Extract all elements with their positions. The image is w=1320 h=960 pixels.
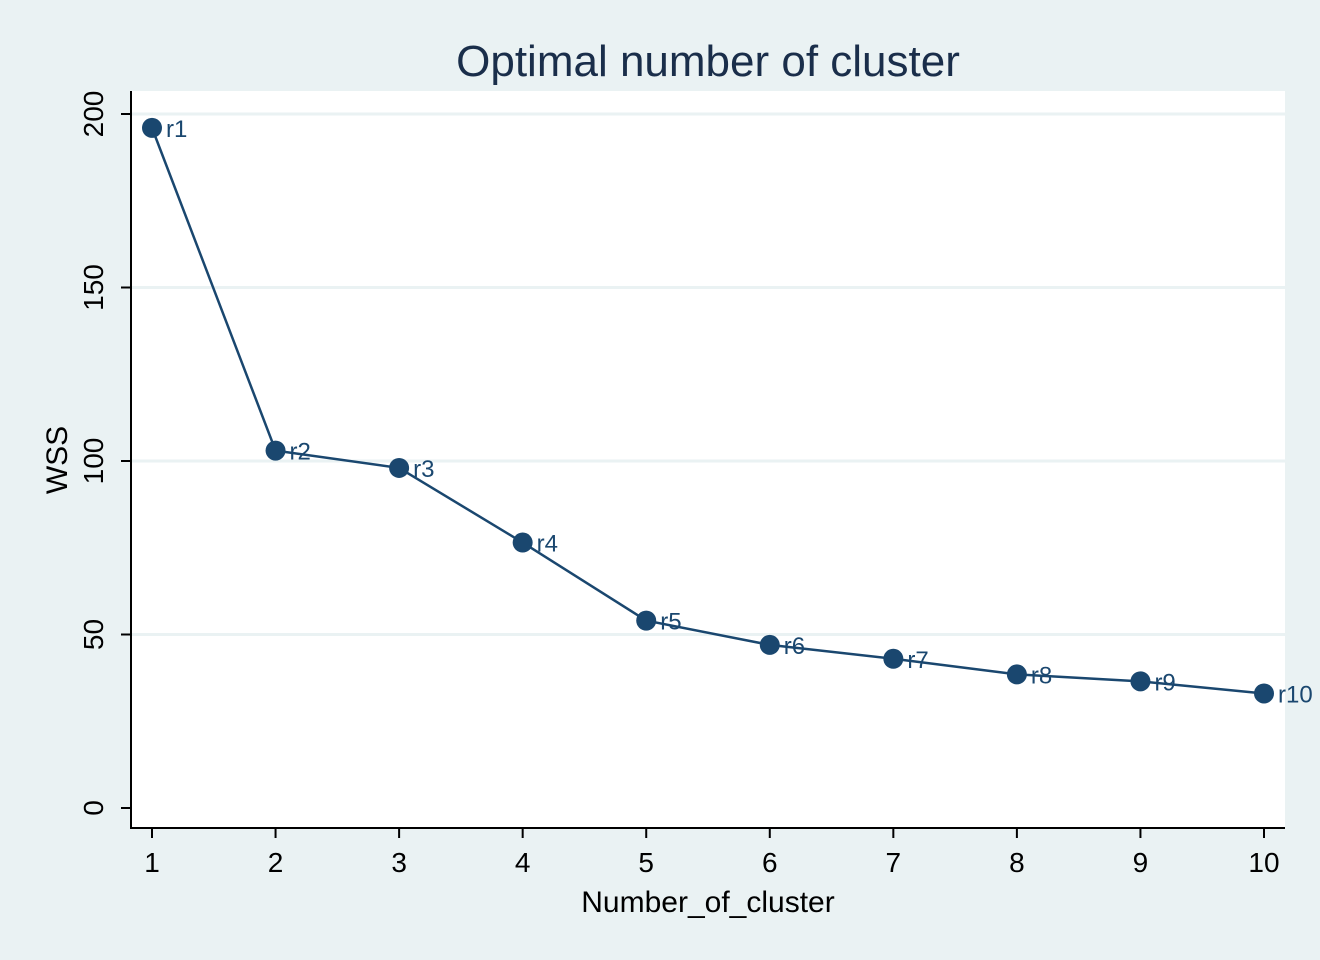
data-point-7 <box>883 648 904 669</box>
data-point-3 <box>389 457 410 478</box>
point-label-4: r4 <box>537 531 558 558</box>
y-tick-label-0: 0 <box>78 800 109 816</box>
point-label-5: r5 <box>660 609 681 636</box>
series-line-0 <box>150 127 1265 695</box>
chart-title: Optimal number of cluster <box>456 37 960 86</box>
x-tick-label-8: 9 <box>1133 847 1149 878</box>
point-label-9: r9 <box>1154 669 1175 696</box>
x-tick-label-9: 10 <box>1248 847 1279 878</box>
y-tick-label-1: 50 <box>78 619 109 650</box>
x-tick-label-7: 8 <box>1009 847 1025 878</box>
data-point-1 <box>142 117 162 138</box>
point-label-10: r10 <box>1278 681 1313 708</box>
point-label-2: r2 <box>290 439 311 466</box>
series: r1 r2 r3 r4 r5 r6 r7 r8 r9 r10 <box>142 116 1313 708</box>
data-point-6 <box>759 634 780 655</box>
x-tick-label-3: 4 <box>515 847 531 878</box>
point-label-7: r7 <box>907 647 928 674</box>
x-tick-label-4: 5 <box>638 847 654 878</box>
data-point-4 <box>512 532 533 553</box>
x-tick-label-0: 1 <box>144 847 160 878</box>
x-ticks: 1 2 3 4 5 6 7 8 9 10 <box>144 828 1280 878</box>
x-tick-label-6: 7 <box>886 847 902 878</box>
data-point-9 <box>1130 671 1151 692</box>
grid <box>132 112 1285 636</box>
y-tick-label-3: 150 <box>78 264 109 311</box>
y-axis-label: WSS <box>41 426 74 494</box>
point-label-3: r3 <box>413 456 434 483</box>
data-point-5 <box>636 610 657 631</box>
point-label-1: r1 <box>166 116 187 143</box>
data-point-10 <box>1254 683 1274 704</box>
data-point-8 <box>1006 664 1027 685</box>
x-axis-label: Number_of_cluster <box>581 886 834 919</box>
y-ticks: 0 50 100 150 200 <box>78 91 131 816</box>
x-tick-label-5: 6 <box>762 847 778 878</box>
point-label-6: r6 <box>784 633 805 660</box>
x-tick-label-2: 3 <box>391 847 407 878</box>
data-point-2 <box>265 440 286 461</box>
point-label-8: r8 <box>1031 662 1052 689</box>
y-tick-label-2: 100 <box>78 438 109 485</box>
y-tick-label-4: 200 <box>78 91 109 138</box>
x-tick-label-1: 2 <box>268 847 284 878</box>
